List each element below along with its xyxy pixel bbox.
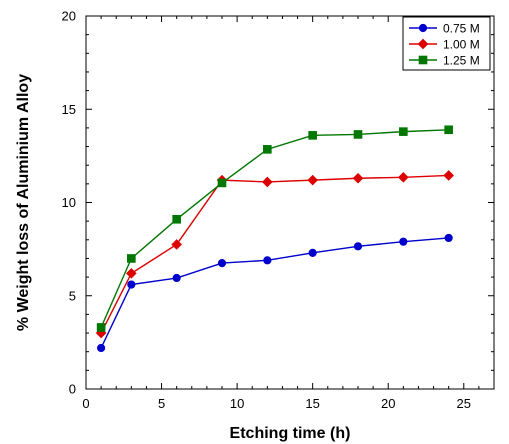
y-tick-label: 10: [62, 195, 76, 210]
data-point: [262, 176, 273, 188]
data-point: [172, 273, 181, 283]
series-0: [97, 233, 453, 353]
data-point: [127, 280, 136, 289]
data-point: [172, 214, 181, 224]
x-tick-label: 5: [158, 396, 165, 411]
data-point: [352, 172, 364, 184]
series-line: [100, 129, 449, 328]
data-point: [263, 256, 272, 265]
data-point: [353, 242, 363, 251]
plot-frame: [85, 15, 495, 390]
x-tick-label: 0: [82, 396, 89, 411]
series-layer: [95, 125, 454, 353]
legend-label: 1.00 M: [443, 38, 480, 52]
data-point: [127, 254, 136, 263]
legend-entry: 1.00 M: [409, 38, 480, 52]
legend-marker: [418, 55, 428, 65]
y-axis-title: % Weight loss of Aluminium Alloy: [15, 74, 32, 331]
x-tick-label: 20: [381, 396, 395, 411]
y-tick-label: 15: [62, 102, 76, 117]
data-point: [217, 178, 227, 188]
legend-marker: [418, 23, 428, 33]
y-tick-label: 5: [69, 288, 76, 303]
data-point: [307, 174, 318, 186]
data-point: [263, 145, 272, 154]
data-point: [308, 248, 317, 257]
ticks: 0 5 10 15 20 25 0 5 10 15 20: [62, 9, 495, 411]
series-line: [100, 174, 449, 334]
data-point: [353, 130, 363, 139]
x-axis-title: Etching time (h): [230, 425, 351, 442]
legend-label: 1.25 M: [443, 54, 480, 68]
x-tick-label: 25: [457, 396, 471, 411]
series-1: [95, 170, 454, 339]
legend-entry: 1.25 M: [409, 54, 480, 68]
data-point: [96, 323, 106, 332]
data-point: [444, 233, 453, 243]
data-point: [308, 131, 317, 140]
data-point: [171, 239, 182, 250]
data-point: [399, 237, 408, 246]
data-point: [398, 172, 409, 183]
data-point: [399, 127, 408, 136]
legend-entry: 0.75 M: [409, 22, 480, 36]
data-point: [97, 343, 106, 353]
legend: 0.75 M 1.00 M 1.25 M: [402, 16, 491, 71]
x-tick-label: 10: [230, 396, 244, 411]
axes: [85, 15, 495, 390]
y-tick-label: 0: [69, 382, 76, 397]
data-point: [443, 170, 454, 181]
x-tick-label: 15: [305, 396, 319, 411]
y-tick-label: 20: [62, 9, 76, 24]
data-point: [217, 259, 227, 268]
data-point: [444, 125, 453, 135]
series-2: [96, 125, 453, 332]
series-line: [100, 237, 449, 349]
legend-marker: [417, 38, 429, 50]
data-point: [126, 268, 137, 279]
legend-label: 0.75 M: [443, 22, 480, 36]
